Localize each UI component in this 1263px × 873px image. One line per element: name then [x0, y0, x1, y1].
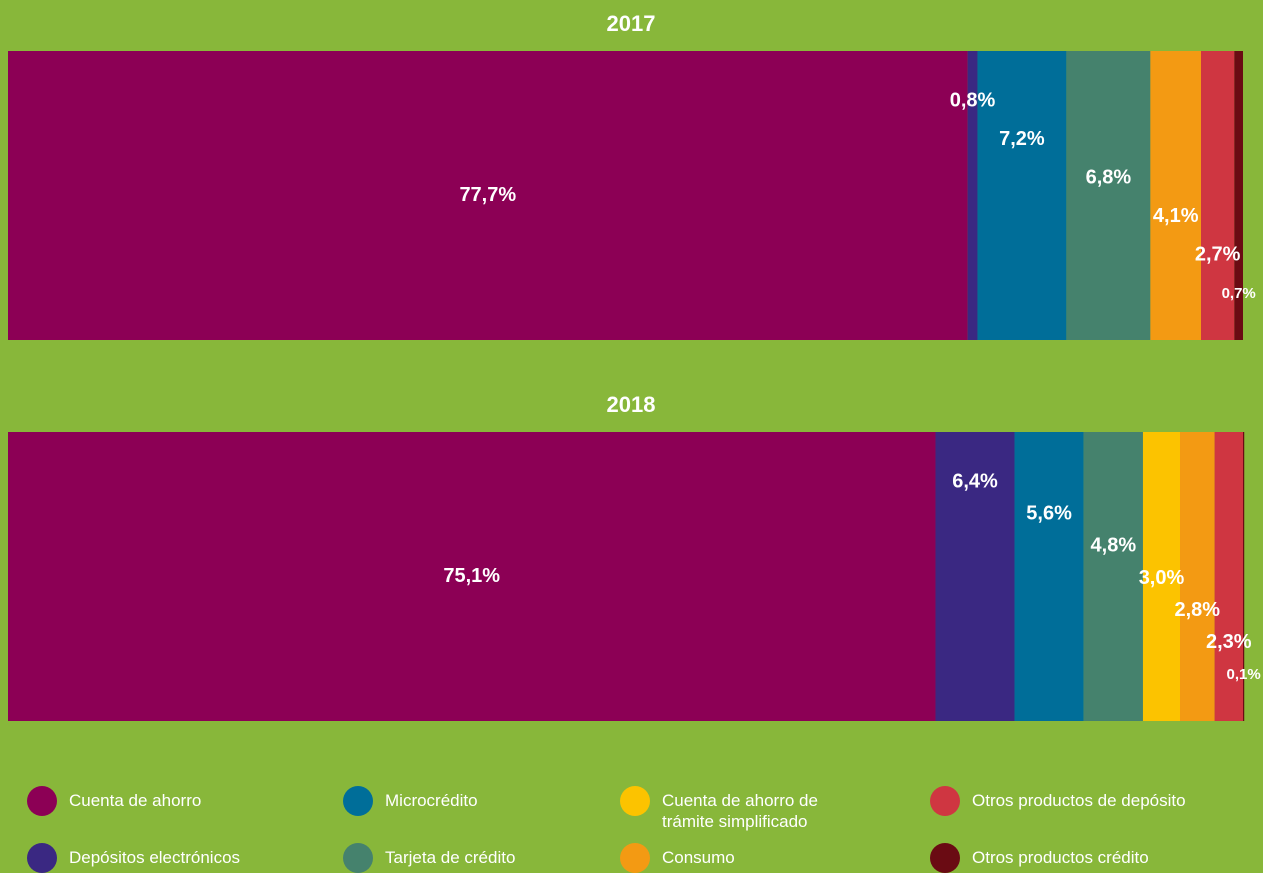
bar-segment [935, 432, 1015, 721]
value-label: 0,8% [950, 89, 996, 111]
legend-swatch [620, 786, 650, 816]
bar-segment [1243, 432, 1245, 721]
legend-item: Depósitos electrónicos [27, 843, 327, 873]
bar-segment [1142, 432, 1181, 721]
legend-item: Consumo [620, 843, 920, 873]
legend-item: Otros productos crédito [930, 843, 1230, 873]
legend-item: Cuenta de ahorro [27, 786, 327, 816]
value-label: 75,1% [443, 565, 500, 587]
value-label: 77,7% [459, 184, 516, 206]
value-label: 2,7% [1195, 244, 1241, 266]
bar-segment [1014, 432, 1084, 721]
legend-swatch [343, 786, 373, 816]
legend-label: Depósitos electrónicos [69, 848, 241, 867]
value-label: 4,8% [1091, 535, 1137, 557]
value-label: 5,6% [1026, 502, 1072, 524]
bar-segment [977, 51, 1067, 340]
legend-label: Otros productos de depósito [972, 791, 1186, 810]
bar-segment [1083, 432, 1143, 721]
bar-segment [1150, 51, 1202, 340]
legend-item: Cuenta de ahorro de trámite simplificado [620, 786, 920, 832]
legend-swatch [930, 786, 960, 816]
legend-label: Cuenta de ahorro de trámite simplificado [662, 791, 818, 831]
legend-swatch [930, 843, 960, 873]
legend-swatch [343, 843, 373, 873]
legend-label: Microcrédito [385, 791, 478, 810]
legend-swatch [27, 843, 57, 873]
legend-item: Otros productos de depósito [930, 786, 1230, 816]
bar-title: 2018 [607, 392, 656, 417]
bar-title: 2017 [607, 11, 656, 36]
bar-segment [1234, 51, 1243, 340]
legend-label: Otros productos crédito [972, 848, 1149, 867]
legend-label: Cuenta de ahorro [69, 791, 202, 810]
bar-segment [1180, 432, 1215, 721]
legend-swatch [620, 843, 650, 873]
bar-segment [8, 432, 936, 721]
value-label: 6,8% [1086, 166, 1132, 188]
legend-item: Microcrédito [343, 786, 643, 816]
value-label: 6,4% [952, 470, 998, 492]
value-label: 0,7% [1222, 285, 1256, 302]
bars: 2017 77,7% 0,8%7,2% 6,8% 4,1% 2,7% 0,7% 2018 75,… [8, 11, 1261, 721]
legend-swatch [27, 786, 57, 816]
bar-segment [8, 51, 968, 340]
legend-item: Tarjeta de crédito [343, 843, 643, 873]
legend-label: Tarjeta de crédito [385, 848, 516, 867]
value-label: 2,8% [1175, 599, 1221, 621]
value-label: 4,1% [1153, 205, 1199, 227]
bar-segment [967, 51, 978, 340]
bar-segment [1214, 432, 1243, 721]
value-label: 2,3% [1206, 631, 1252, 653]
bar-segment [1066, 51, 1151, 340]
value-label: 7,2% [999, 128, 1045, 150]
value-label: 0,1% [1227, 666, 1261, 683]
legend-label: Consumo [662, 848, 735, 867]
value-label: 3,0% [1139, 567, 1185, 589]
bar-segment [1201, 51, 1235, 340]
